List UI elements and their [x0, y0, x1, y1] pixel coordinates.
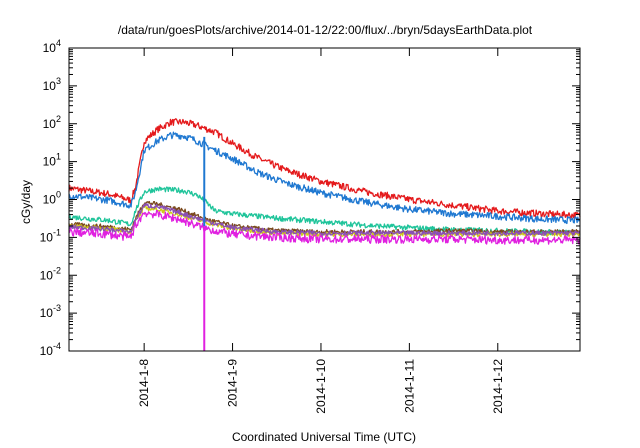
y-tick-label: 104: [43, 38, 61, 55]
x-tick-label: 2014-1-11: [402, 359, 416, 413]
x-tick-label: 2014-1-12: [491, 359, 505, 414]
series-line-0: [68, 118, 581, 220]
y-axis-label: cGy/day: [19, 180, 33, 224]
y-tick-label: 100: [43, 190, 61, 207]
y-tick-label: 10-3: [40, 303, 61, 320]
x-axis-label: Coordinated Universal Time (UTC): [232, 430, 416, 444]
series-layer: [68, 118, 581, 351]
y-tick-label: 102: [43, 114, 61, 131]
series-line-6: [68, 209, 581, 245]
y-tick-label: 10-4: [40, 341, 61, 358]
x-tick-label: 2014-1-8: [137, 359, 151, 407]
chart-title: /data/run/goesPlots/archive/2014-01-12/2…: [118, 23, 533, 37]
x-tick-label: 2014-1-9: [226, 359, 240, 407]
y-tick-label: 10-2: [40, 265, 61, 282]
x-tick-label: 2014-1-10: [314, 359, 328, 414]
tick-layer: 10-4 10-3 10-2 10-1 100 101 102 103 104 2014-1-8 2…: [40, 38, 580, 414]
series-line-1: [68, 131, 581, 225]
y-tick-label: 101: [43, 152, 61, 169]
y-tick-label: 103: [43, 76, 61, 93]
y-tick-label: 10-1: [40, 227, 61, 244]
plot-frame: [68, 47, 581, 352]
series-line-5: [68, 203, 581, 236]
